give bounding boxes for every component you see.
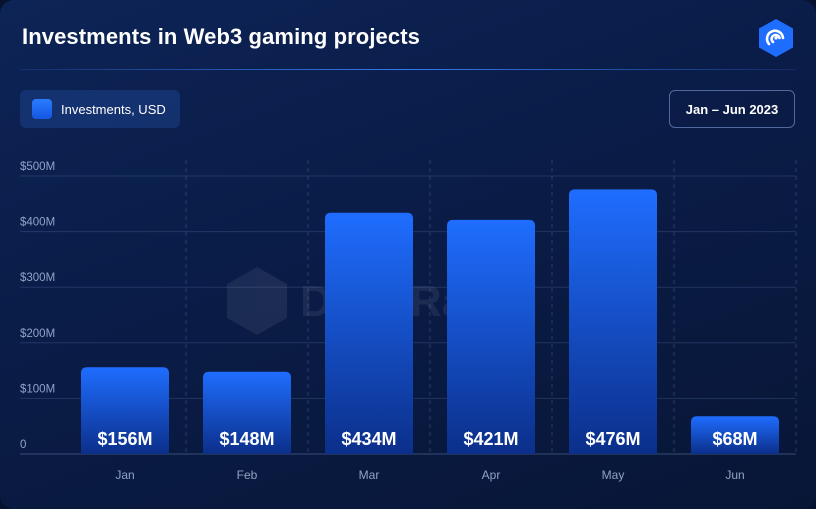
bar-jan <box>81 367 169 454</box>
legend-swatch <box>32 99 52 119</box>
bar-may <box>569 189 657 454</box>
bar-apr <box>447 219 535 454</box>
bar-value-label: $156M <box>97 429 152 449</box>
chart-title: Investments in Web3 gaming projects <box>22 24 420 49</box>
x-tick-label: Apr <box>482 468 501 482</box>
x-tick-label: Mar <box>359 468 380 482</box>
x-tick-label: May <box>602 468 625 482</box>
bar-value-label: $68M <box>712 429 757 449</box>
deep-data-logo-icon <box>759 19 793 57</box>
bar-jun <box>691 416 779 454</box>
bar-value-label: $434M <box>341 429 396 449</box>
bar-value-label: $476M <box>585 429 640 449</box>
y-tick-label: $100M <box>20 383 55 395</box>
y-tick-label: $300M <box>20 272 55 284</box>
header-divider <box>20 69 796 70</box>
x-tick-label: Jan <box>115 468 134 482</box>
bar-mar <box>325 212 413 454</box>
y-tick-label: 0 <box>20 439 26 451</box>
bar-value-label: $148M <box>219 429 274 449</box>
bar-feb <box>203 371 291 454</box>
y-tick-label: $200M <box>20 328 55 340</box>
period-badge: Jan – Jun 2023 <box>669 90 795 128</box>
y-tick-label: $400M <box>20 217 55 229</box>
legend: Investments, USD <box>20 90 180 128</box>
x-tick-label: Jun <box>725 468 744 482</box>
x-tick-label: Feb <box>237 468 258 482</box>
bar-value-label: $421M <box>463 429 518 449</box>
y-tick-label: $500M <box>20 161 55 173</box>
legend-label: Investments, USD <box>61 101 166 117</box>
